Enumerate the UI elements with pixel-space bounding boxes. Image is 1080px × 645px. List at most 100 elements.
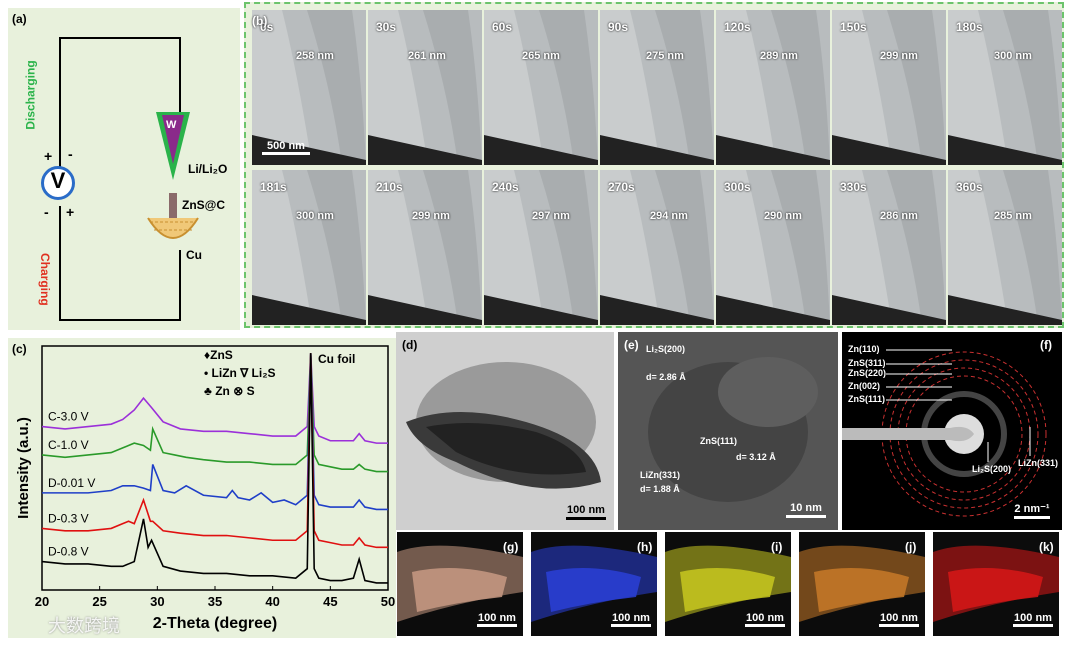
eds-map-scale-text: 100 nm [478,612,516,624]
eds-map-scale-text: 100 nm [1014,612,1052,624]
tem-frame-image [832,170,946,325]
frame-time: 181s [260,180,287,194]
panel-f-scale-text: 2 nm⁻¹ [1014,503,1050,515]
eds-map-scale: 100 nm [877,612,921,628]
eds-map-label: (k) [1039,540,1054,554]
eds-map-image [799,532,925,636]
frame-width-measure: 297 nm [532,210,570,222]
y-axis-label: Intensity (a.u.) [15,417,32,519]
panel-d-scale-bar [566,517,606,520]
frame-width-measure: 294 nm [650,210,688,222]
tem-frame-image [484,10,598,165]
frame-time: 90s [608,20,629,34]
panel-f-saed: (f) Zn(110) ZnS(311) ZnS(220) Zn(002) ZnS(11… [842,332,1062,530]
charging-label: Charging [38,253,52,306]
tem-frame-image [832,10,946,165]
panel-c-xrd-chart: 20 25 30 35 40 45 50 2-Theta (degree) Intensity … [8,338,396,638]
xrd-plot: 20 25 30 35 40 45 50 2-Theta (degree) Intensity … [15,345,395,632]
zns-annotation: ZnS(111) [700,436,738,446]
tem-frame: 0s 258 nm [252,10,366,165]
panel-e-scale-text: 10 nm [790,502,822,514]
eds-map-scale-bar [611,624,651,627]
tem-frame: 300s 290 nm [716,170,830,325]
x-tick-label: 50 [381,594,395,609]
panel-f-scale-bar [1014,516,1050,519]
eds-map: (j) 100 nm [799,532,925,636]
znsc-label: ZnS@C [182,198,226,212]
eds-map-label: (g) [503,540,519,554]
eds-map-scale-text: 100 nm [880,612,918,624]
x-tick-label: 45 [323,594,337,609]
tem-frame-image [716,10,830,165]
tem-frame-image [948,10,1062,165]
frame-width-measure: 275 nm [646,50,684,62]
panel-e-label: (e) [624,338,639,352]
eds-map-scale-text: 100 nm [746,612,784,624]
frame-width-measure: 290 nm [764,210,802,222]
eds-map-image [665,532,791,636]
panel-d-scale: 100 nm [564,504,608,521]
panel-b-tem-series: (b) 0s 258 nm 30s 261 nm 60s 265 nm 90s 275 nm 1… [244,2,1064,328]
frame-time: 180s [956,20,983,34]
li-li2o-label: Li/Li₂O [188,162,228,176]
tem-frame: 150s 299 nm [832,10,946,165]
frame-width-measure: 300 nm [994,50,1032,62]
saed-ring-label: Zn(110) [848,344,880,354]
frame-width-measure: 299 nm [412,210,450,222]
frame-width-measure: 286 nm [880,210,918,222]
frame-time: 330s [840,180,867,194]
frame-width-measure: 300 nm [296,210,334,222]
panel-b-scale-bar [262,152,310,155]
frame-time: 30s [376,20,397,34]
tip-label: W [166,119,177,131]
panel-b-label: (b) [252,14,268,28]
voltmeter-symbol: V [50,168,66,193]
eds-map: (g) 100 nm [397,532,523,636]
series-label: C-3.0 V [48,410,89,424]
panel-f-scale: 2 nm⁻¹ [1010,502,1054,520]
eds-map-scale-bar [745,624,785,627]
lizn-annotation: LiZn(331) [640,470,681,480]
tem-frame: 270s 294 nm [600,170,714,325]
frame-time: 60s [492,20,513,34]
tem-frame: 330s 286 nm [832,170,946,325]
frame-time: 360s [956,180,983,194]
tem-frame: 180s 300 nm [948,10,1062,165]
tem-frame: 30s 261 nm [368,10,482,165]
watermark: 大数跨境 [48,616,120,636]
frame-width-measure: 265 nm [522,50,560,62]
eds-map-scale-bar [477,624,517,627]
eds-map: (i) 100 nm [665,532,791,636]
minus-bottom: - [44,204,49,220]
tem-particle-image [396,332,614,530]
saed-ring-label: ZnS(311) [848,358,886,368]
x-tick-label: 35 [208,594,222,609]
panel-e-scale-bar [786,515,826,518]
tem-frame-image [252,170,366,325]
cu-foil-label: Cu foil [318,352,356,366]
tem-frame-image [484,170,598,325]
eds-map-scale: 100 nm [1011,612,1055,628]
panel-d-tem: (d) 100 nm [396,332,614,530]
series-label: C-1.0 V [48,438,89,452]
frame-time: 120s [724,20,751,34]
panel-f-label: (f) [1040,338,1052,352]
discharging-label: Discharging [23,60,38,130]
panel-b-scale: 500 nm [258,140,314,156]
tem-frame-image [368,170,482,325]
plus-bottom: + [66,204,75,220]
legend-zns: ♦ZnS [204,348,233,362]
frame-width-measure: 285 nm [994,210,1032,222]
tem-frame: 240s 297 nm [484,170,598,325]
saed-ring-label: ZnS(220) [848,368,887,378]
voltmeter-circle [41,166,75,200]
legend-lizn-li2s: • LiZn ∇ Li₂S [204,366,276,380]
saed-ring-label: Zn(002) [848,381,881,391]
tem-frame: 360s 285 nm [948,170,1062,325]
lizn-ring-label: LiZn(331) [1018,458,1059,468]
frame-width-measure: 261 nm [408,50,446,62]
eds-map-scale-text: 100 nm [612,612,650,624]
tem-frame-image [600,170,714,325]
x-tick-label: 40 [265,594,279,609]
series-label: D-0.8 V [48,545,89,559]
